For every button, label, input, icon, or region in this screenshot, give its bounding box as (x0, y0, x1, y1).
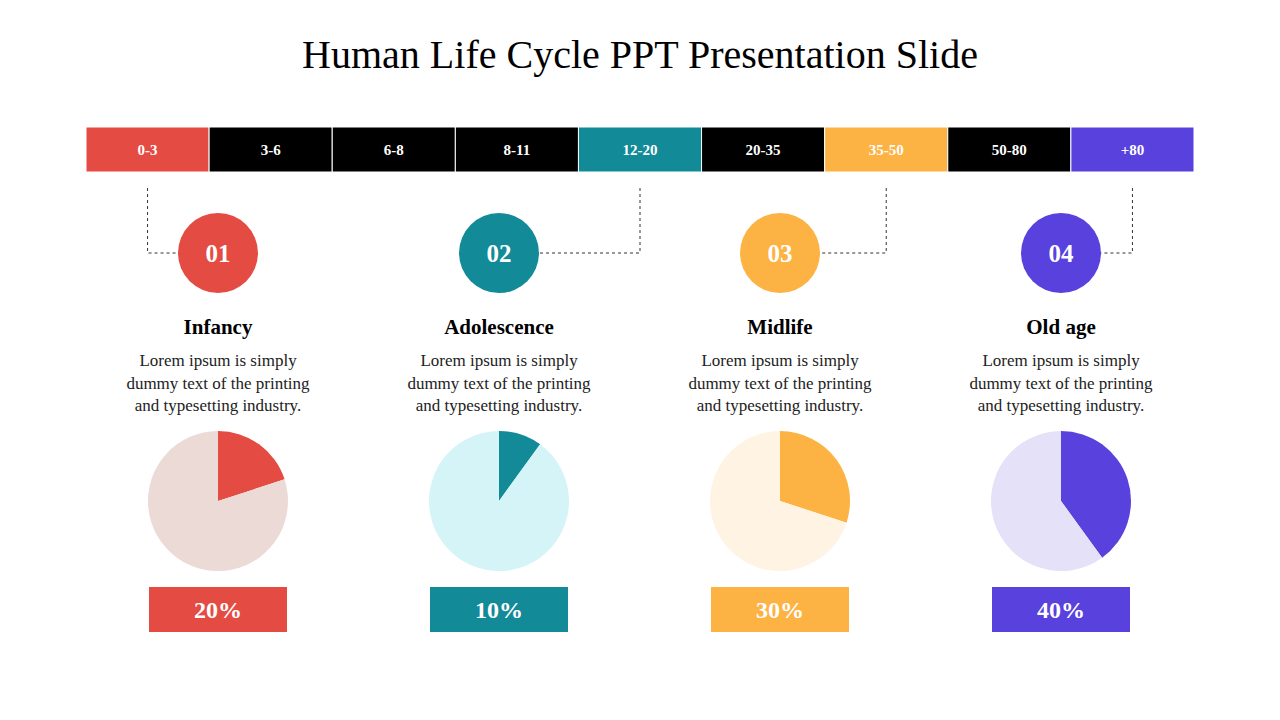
svg-text:03: 03 (768, 240, 793, 267)
svg-text:Lorem ipsum is simply: Lorem ipsum is simply (701, 351, 859, 370)
svg-text:Lorem ipsum is simply: Lorem ipsum is simply (139, 351, 297, 370)
svg-text:12-20: 12-20 (623, 142, 658, 158)
svg-text:Human Life Cycle PPT Presentat: Human Life Cycle PPT Presentation Slide (302, 32, 978, 77)
svg-text:04: 04 (1049, 240, 1075, 267)
svg-text:dummy text of the printing: dummy text of the printing (969, 374, 1153, 393)
svg-text:50-80: 50-80 (992, 142, 1027, 158)
svg-text:Adolescence: Adolescence (444, 315, 554, 339)
svg-text:35-50: 35-50 (869, 142, 904, 158)
svg-text:dummy text of the printing: dummy text of the printing (126, 374, 310, 393)
svg-text:dummy text of the printing: dummy text of the printing (407, 374, 591, 393)
svg-text:and typesetting industry.: and typesetting industry. (697, 396, 864, 415)
svg-text:01: 01 (206, 240, 231, 267)
svg-text:8-11: 8-11 (504, 142, 531, 158)
svg-text:and typesetting industry.: and typesetting industry. (978, 396, 1145, 415)
svg-text:Lorem ipsum is simply: Lorem ipsum is simply (420, 351, 578, 370)
svg-text:20%: 20% (194, 597, 242, 623)
svg-text:Lorem ipsum is simply: Lorem ipsum is simply (982, 351, 1140, 370)
svg-text:Old age: Old age (1026, 315, 1095, 339)
svg-text:Midlife: Midlife (747, 315, 812, 339)
svg-text:+80: +80 (1121, 142, 1145, 158)
svg-text:6-8: 6-8 (384, 142, 404, 158)
svg-text:20-35: 20-35 (746, 142, 781, 158)
svg-text:dummy text of the printing: dummy text of the printing (688, 374, 872, 393)
svg-text:10%: 10% (475, 597, 523, 623)
svg-text:and typesetting industry.: and typesetting industry. (416, 396, 583, 415)
svg-text:0-3: 0-3 (138, 142, 158, 158)
svg-text:02: 02 (487, 240, 512, 267)
svg-text:3-6: 3-6 (261, 142, 281, 158)
svg-text:30%: 30% (756, 597, 804, 623)
svg-text:Infancy: Infancy (184, 315, 253, 339)
svg-text:and typesetting industry.: and typesetting industry. (135, 396, 302, 415)
svg-text:40%: 40% (1037, 597, 1085, 623)
